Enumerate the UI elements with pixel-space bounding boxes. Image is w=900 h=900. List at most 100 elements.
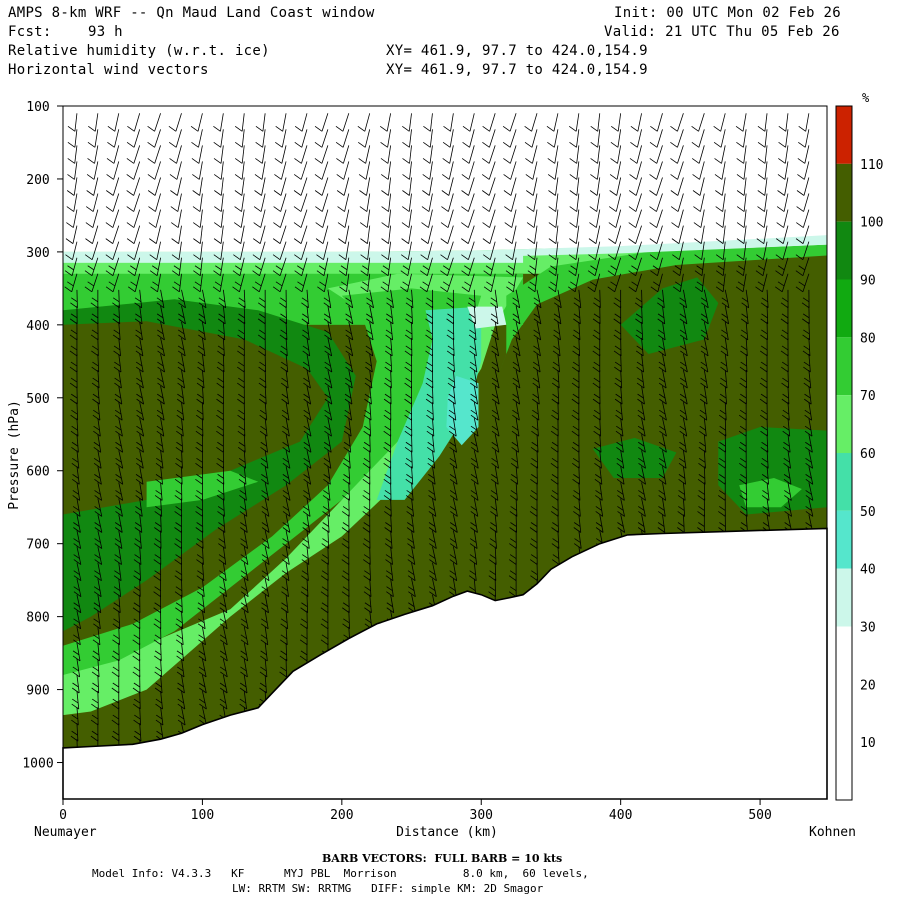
- wind-barb: [385, 305, 394, 325]
- wind-barb: [213, 145, 224, 164]
- wind-barb: [342, 594, 350, 614]
- wind-barb: [607, 241, 622, 261]
- wind-barb: [177, 690, 186, 710]
- wind-barb: [805, 498, 814, 517]
- wind-barb: [670, 161, 684, 180]
- wind-barb: [111, 642, 120, 662]
- wind-barb: [491, 418, 500, 437]
- wind-barb: [718, 418, 727, 437]
- wind-barb: [337, 209, 350, 228]
- wind-barb: [106, 161, 120, 180]
- wind-barb: [533, 337, 541, 357]
- wind-barb: [505, 257, 517, 277]
- wind-barb: [336, 177, 350, 196]
- wind-barb: [677, 482, 686, 501]
- wind-barb: [114, 530, 123, 549]
- wind-barb: [323, 289, 332, 309]
- wind-barb: [795, 241, 810, 261]
- wind-barb: [360, 241, 371, 261]
- wind-barb: [529, 482, 538, 501]
- wind-barb: [428, 498, 437, 517]
- wind-barb: [195, 450, 203, 469]
- wind-barb: [147, 129, 161, 148]
- wind-barb: [299, 642, 308, 662]
- colorbar-swatch: [836, 453, 852, 511]
- wind-barb: [238, 466, 247, 485]
- wind-barb: [252, 241, 266, 261]
- wind-barb: [84, 273, 99, 293]
- wind-barb: [282, 498, 291, 517]
- wind-barb: [527, 241, 538, 261]
- rh-east-dark-blob: [620, 277, 719, 354]
- wind-barb: [72, 658, 81, 678]
- wind-barb: [649, 209, 663, 228]
- field-name-2: Horizontal wind vectors: [8, 62, 209, 78]
- wind-barb: [381, 161, 392, 180]
- wind-barb: [804, 418, 813, 437]
- forecast-hour: 93 h: [88, 24, 123, 40]
- wind-barb: [94, 466, 102, 485]
- wind-barb: [572, 466, 580, 485]
- wind-barb: [94, 514, 103, 533]
- wind-barb: [358, 145, 371, 164]
- wind-barb: [441, 193, 454, 212]
- wind-barb: [198, 289, 207, 309]
- wind-barb: [407, 578, 416, 598]
- wind-barb: [638, 434, 646, 453]
- wind-barb: [257, 321, 266, 341]
- wind-barb: [594, 466, 603, 485]
- wind-barb: [67, 113, 78, 132]
- wind-barb: [260, 626, 269, 646]
- wind-barb: [503, 161, 517, 180]
- wind-barb: [721, 321, 729, 341]
- wind-barb: [715, 209, 726, 228]
- wind-barb: [126, 161, 141, 180]
- wind-barb: [407, 562, 416, 581]
- wind-barb: [715, 177, 726, 196]
- wind-barb: [490, 289, 498, 309]
- wind-barb: [335, 129, 350, 148]
- wind-barb: [279, 289, 287, 309]
- wind-barb: [801, 289, 810, 309]
- wind-barb: [550, 466, 559, 485]
- wind-barb: [443, 113, 454, 132]
- wind-barb: [113, 337, 121, 357]
- wind-barb: [587, 273, 601, 293]
- wind-barb: [135, 321, 143, 341]
- wind-barb: [428, 578, 437, 598]
- wind-barb: [491, 321, 499, 341]
- wind-barb: [428, 530, 437, 549]
- wind-barb: [736, 257, 747, 277]
- wind-barb: [150, 273, 161, 293]
- wind-barb: [383, 450, 392, 469]
- wind-barb: [679, 289, 687, 309]
- wind-barb: [423, 113, 433, 132]
- x-tick-label: 500: [748, 808, 771, 823]
- wind-barb: [469, 353, 478, 373]
- wind-barb: [176, 386, 185, 405]
- wind-barb: [527, 257, 538, 277]
- wind-barb: [314, 129, 329, 148]
- wind-barb: [588, 225, 601, 244]
- colorbar-label: 90: [860, 274, 876, 289]
- wind-barb: [617, 482, 625, 501]
- wind-barb: [383, 386, 392, 405]
- wind-barb: [650, 113, 663, 132]
- wind-barb: [384, 498, 392, 517]
- wind-barb: [272, 273, 287, 293]
- wind-barb: [90, 289, 99, 309]
- y-tick-label: 1000: [22, 757, 53, 772]
- wind-barb: [628, 225, 642, 244]
- wind-barb: [132, 610, 141, 630]
- wind-barb: [174, 466, 183, 485]
- wind-barb: [114, 546, 122, 565]
- wind-barb: [126, 177, 141, 196]
- wind-barb: [402, 177, 412, 196]
- wind-barb: [805, 482, 814, 501]
- wind-barb: [658, 369, 667, 389]
- wind-barb: [420, 257, 433, 277]
- wind-barb: [219, 594, 228, 614]
- wind-barb: [592, 337, 601, 357]
- wind-barb: [323, 305, 332, 325]
- wind-barb: [571, 418, 580, 437]
